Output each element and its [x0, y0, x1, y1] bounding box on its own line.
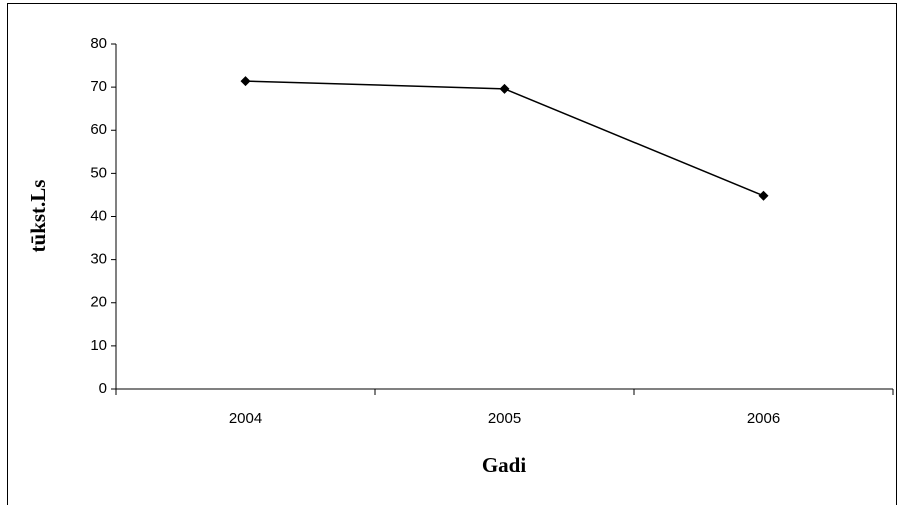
- y-tick-label: 0: [99, 380, 107, 397]
- marker: [758, 190, 769, 201]
- x-axis-label: Gadi: [482, 453, 527, 477]
- y-tick-label: 40: [90, 207, 107, 224]
- x-tick-label: 2004: [229, 410, 262, 427]
- y-tick-label: 50: [90, 164, 107, 181]
- y-tick-label: 30: [90, 251, 107, 268]
- marker: [499, 83, 510, 94]
- marker: [240, 76, 251, 87]
- x-tick-label: 2005: [488, 410, 521, 427]
- y-tick-label: 10: [90, 337, 107, 354]
- y-tick-label: 80: [90, 35, 107, 52]
- frame: [7, 3, 897, 505]
- y-axis-label: tūkst.Ls: [26, 180, 50, 253]
- x-tick-label: 2006: [747, 410, 780, 427]
- y-tick-label: 20: [90, 294, 107, 311]
- y-tick-label: 70: [90, 78, 107, 95]
- y-tick-label: 60: [90, 121, 107, 138]
